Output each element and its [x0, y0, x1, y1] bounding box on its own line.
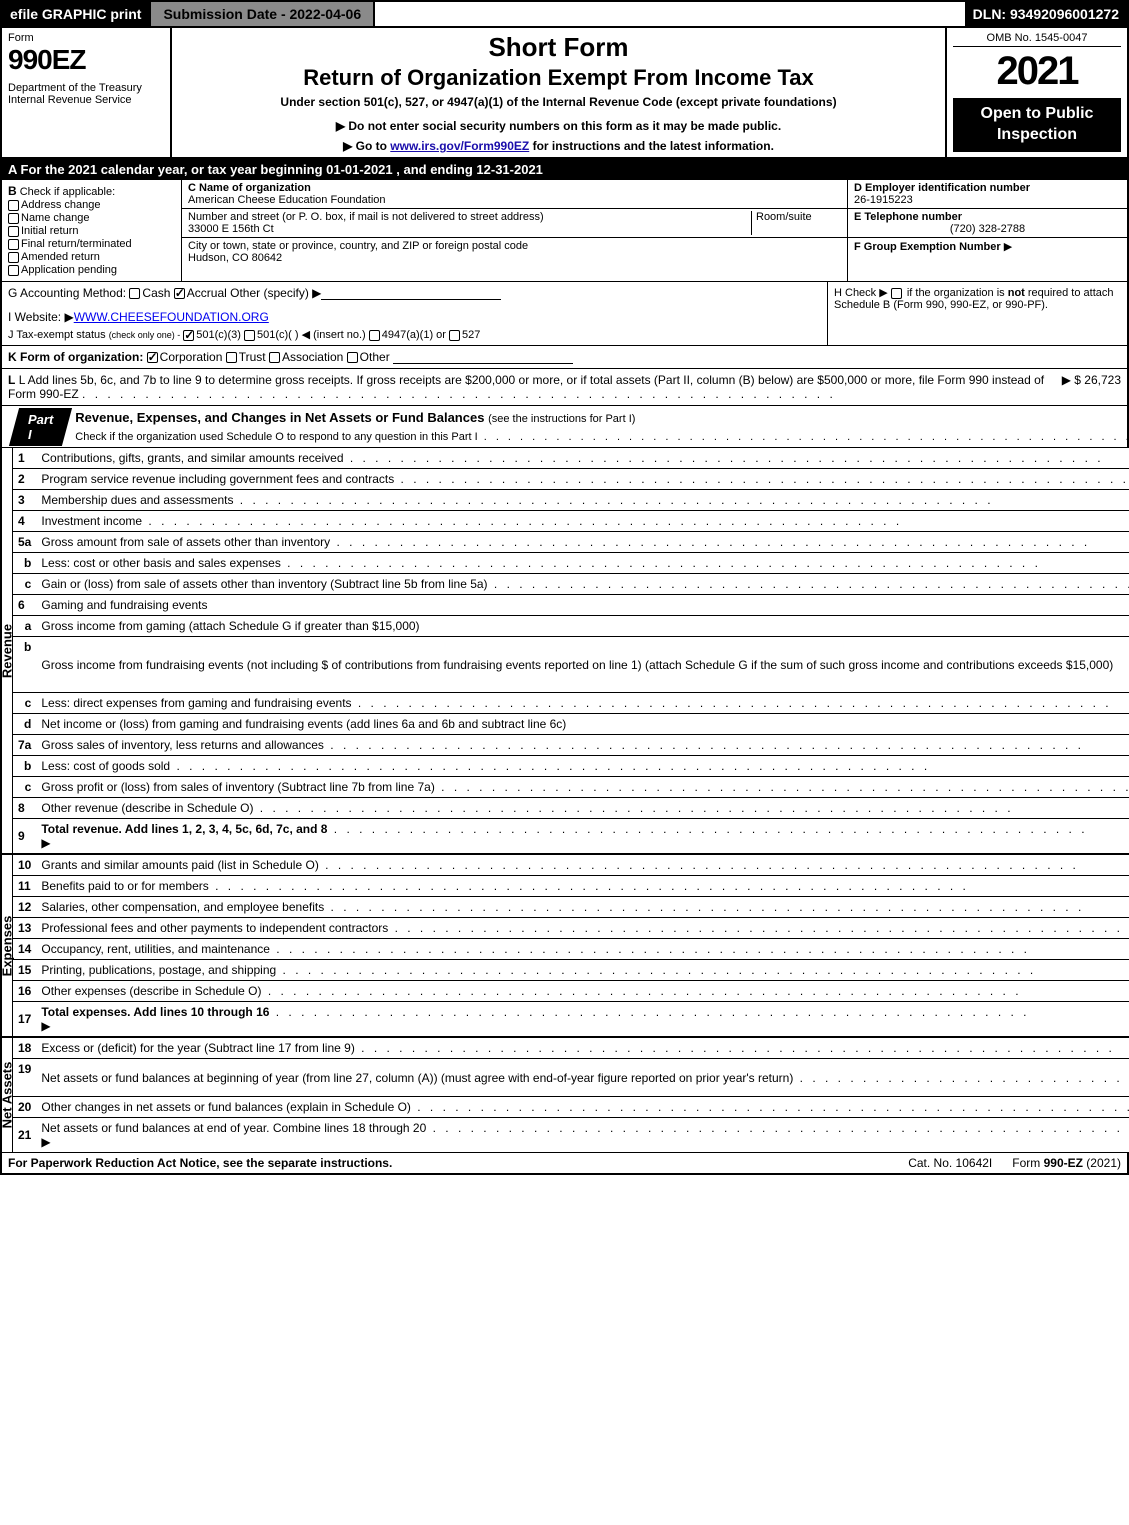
- line-a: A For the 2021 calendar year, or tax yea…: [0, 159, 1129, 180]
- header-left: Form 990EZ Department of the Treasury In…: [2, 28, 172, 157]
- check-application-pending[interactable]: Application pending: [8, 264, 175, 276]
- paperwork-notice: For Paperwork Reduction Act Notice, see …: [8, 1156, 888, 1170]
- tax-year: 2021: [953, 49, 1121, 94]
- check-schedule-b[interactable]: [891, 288, 902, 299]
- efile-print[interactable]: efile GRAPHIC print: [2, 2, 149, 26]
- revenue-label: Revenue: [1, 448, 13, 854]
- footer: For Paperwork Reduction Act Notice, see …: [0, 1153, 1129, 1175]
- cat-no: Cat. No. 10642I: [888, 1156, 1012, 1170]
- part1-header: Part I Revenue, Expenses, and Changes in…: [0, 406, 1129, 448]
- other-org-line[interactable]: [393, 350, 573, 364]
- form-title: Return of Organization Exempt From Incom…: [180, 65, 937, 91]
- info-grid: B Check if applicable: Address change Na…: [0, 180, 1129, 282]
- check-4947[interactable]: [369, 330, 380, 341]
- phone: (720) 328-2788: [854, 223, 1121, 235]
- check-501c[interactable]: [244, 330, 255, 341]
- city-state-zip: Hudson, CO 80642: [188, 252, 282, 264]
- check-other-org[interactable]: [347, 352, 358, 363]
- box-h: H Check ▶ if the organization is not req…: [827, 282, 1127, 345]
- website-link[interactable]: WWW.CHEESEFOUNDATION.ORG: [74, 310, 269, 324]
- part1-tab: Part I: [9, 408, 72, 446]
- gh-row: G Accounting Method: Cash Accrual Other …: [0, 282, 1129, 346]
- under-section: Under section 501(c), 527, or 4947(a)(1)…: [180, 95, 937, 109]
- department: Department of the Treasury Internal Reve…: [8, 82, 164, 106]
- expenses-label: Expenses: [1, 854, 13, 1037]
- box-f: F Group Exemption Number ▶: [848, 238, 1127, 255]
- box-l: L L Add lines 5b, 6c, and 7b to line 9 t…: [0, 369, 1129, 406]
- check-association[interactable]: [269, 352, 280, 363]
- city-cell: City or town, state or province, country…: [182, 238, 847, 266]
- short-form-title: Short Form: [180, 32, 937, 63]
- goto-link-row: ▶ Go to www.irs.gov/Form990EZ for instru…: [180, 139, 937, 153]
- form-label: Form: [8, 32, 164, 44]
- open-public: Open to Public Inspection: [953, 98, 1121, 152]
- ein: 26-1915223: [854, 194, 913, 206]
- check-trust[interactable]: [226, 352, 237, 363]
- form-number: 990EZ: [8, 44, 164, 76]
- b-label: B: [8, 184, 17, 198]
- revenue-table: Revenue 1 Contributions, gifts, grants, …: [0, 448, 1129, 1153]
- org-name: American Cheese Education Foundation: [188, 194, 386, 206]
- check-amended-return[interactable]: Amended return: [8, 251, 175, 263]
- part1-title: Revenue, Expenses, and Changes in Net As…: [67, 406, 1129, 429]
- form-header: Form 990EZ Department of the Treasury In…: [0, 28, 1129, 159]
- check-accrual[interactable]: [174, 288, 185, 299]
- street-address: 33000 E 156th Ct: [188, 223, 274, 235]
- dln: DLN: 93492096001272: [965, 2, 1127, 26]
- box-e: E Telephone number (720) 328-2788: [848, 209, 1127, 238]
- other-specify-line[interactable]: [321, 286, 501, 300]
- netassets-label: Net Assets: [1, 1037, 13, 1153]
- gross-receipts: 26,723: [1084, 373, 1121, 387]
- check-name-change[interactable]: Name change: [8, 212, 175, 224]
- box-g: G Accounting Method: Cash Accrual Other …: [2, 282, 827, 345]
- room-suite: Room/suite: [751, 211, 841, 235]
- form-ref: Form 990-EZ (2021): [1012, 1156, 1121, 1170]
- check-cash[interactable]: [129, 288, 140, 299]
- part1-subtitle: Check if the organization used Schedule …: [67, 429, 1129, 447]
- check-initial-return[interactable]: Initial return: [8, 225, 175, 237]
- boxes-def: D Employer identification number 26-1915…: [847, 180, 1127, 281]
- ssn-warning: ▶ Do not enter social security numbers o…: [180, 119, 937, 133]
- org-name-cell: C Name of organization American Cheese E…: [182, 180, 847, 209]
- box-c: C Name of organization American Cheese E…: [182, 180, 847, 281]
- address-cell: Number and street (or P. O. box, if mail…: [182, 209, 847, 238]
- top-bar: efile GRAPHIC print Submission Date - 20…: [0, 0, 1129, 28]
- box-k: K Form of organization: Corporation Trus…: [0, 346, 1129, 369]
- omb-number: OMB No. 1545-0047: [953, 32, 1121, 47]
- spacer: [375, 2, 965, 26]
- submission-date: Submission Date - 2022-04-06: [149, 2, 375, 26]
- box-d: D Employer identification number 26-1915…: [848, 180, 1127, 209]
- header-right: OMB No. 1545-0047 2021 Open to Public In…: [947, 28, 1127, 157]
- irs-link[interactable]: www.irs.gov/Form990EZ: [390, 139, 529, 153]
- check-final-return[interactable]: Final return/terminated: [8, 238, 175, 250]
- check-527[interactable]: [449, 330, 460, 341]
- header-center: Short Form Return of Organization Exempt…: [172, 28, 947, 157]
- check-corporation[interactable]: [147, 352, 158, 363]
- check-address-change[interactable]: Address change: [8, 199, 175, 211]
- check-501c3[interactable]: [183, 330, 194, 341]
- box-b: B Check if applicable: Address change Na…: [2, 180, 182, 281]
